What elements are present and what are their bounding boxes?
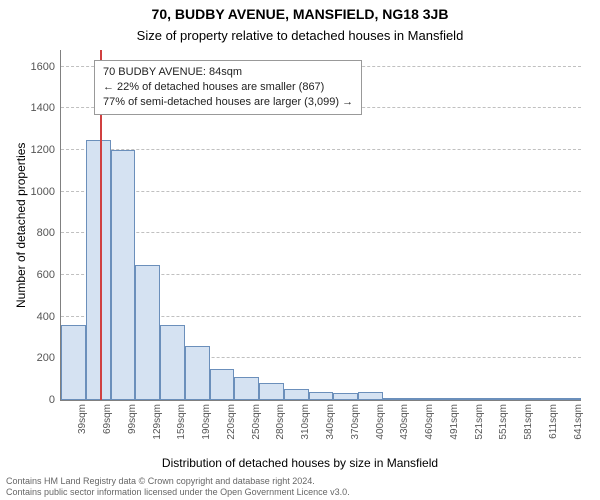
histogram-bar: [135, 265, 160, 400]
x-tick-label: 430sqm: [399, 404, 410, 440]
histogram-bar: [507, 398, 532, 400]
y-tick-label: 0: [49, 394, 55, 406]
histogram-bar: [234, 377, 259, 400]
histogram-bar: [408, 398, 433, 400]
x-tick-label: 491sqm: [449, 404, 460, 440]
gridline: [61, 191, 581, 192]
footer-line-1: Contains HM Land Registry data © Crown c…: [6, 476, 350, 487]
x-tick-label: 551sqm: [498, 404, 509, 440]
y-axis-label: Number of detached properties: [14, 142, 28, 307]
y-tick-label: 1200: [31, 144, 55, 156]
x-tick-label: 581sqm: [523, 404, 534, 440]
x-tick-label: 460sqm: [424, 404, 435, 440]
histogram-bar: [86, 140, 111, 400]
histogram-bar: [556, 398, 581, 400]
annotation-line-2: ← 22% of detached houses are smaller (86…: [103, 80, 353, 95]
x-tick-label: 190sqm: [201, 404, 212, 440]
histogram-bar: [482, 398, 507, 400]
x-tick-label: 159sqm: [176, 404, 187, 440]
histogram-bar: [210, 369, 235, 400]
y-tick-label: 1600: [31, 61, 55, 73]
chart-subtitle: Size of property relative to detached ho…: [0, 28, 600, 43]
annotation-box: 70 BUDBY AVENUE: 84sqm ← 22% of detached…: [94, 60, 362, 115]
y-tick-label: 1000: [31, 186, 55, 198]
histogram-bar: [383, 398, 408, 400]
x-tick-label: 39sqm: [77, 404, 88, 434]
x-tick-label: 69sqm: [102, 404, 113, 434]
gridline: [61, 232, 581, 233]
y-tick-label: 600: [37, 269, 55, 281]
histogram-bar: [358, 392, 383, 400]
footer-line-2: Contains public sector information licen…: [6, 487, 350, 498]
footer-attribution: Contains HM Land Registry data © Crown c…: [6, 476, 350, 499]
x-tick-label: 400sqm: [375, 404, 386, 440]
x-axis-label: Distribution of detached houses by size …: [0, 456, 600, 470]
x-tick-label: 340sqm: [325, 404, 336, 440]
histogram-bar: [309, 392, 334, 400]
x-tick-label: 99sqm: [127, 404, 138, 434]
x-tick-label: 280sqm: [275, 404, 286, 440]
histogram-bar: [259, 383, 284, 400]
chart-title-address: 70, BUDBY AVENUE, MANSFIELD, NG18 3JB: [0, 6, 600, 22]
x-tick-label: 310sqm: [300, 404, 311, 440]
y-tick-label: 1400: [31, 102, 55, 114]
histogram-bar: [185, 346, 210, 400]
annotation-line-3: 77% of semi-detached houses are larger (…: [103, 95, 353, 110]
histogram-bar: [61, 325, 86, 400]
histogram-bar: [432, 398, 457, 400]
histogram-bar: [160, 325, 185, 400]
x-tick-label: 641sqm: [573, 404, 584, 440]
chart-container: 70, BUDBY AVENUE, MANSFIELD, NG18 3JB Si…: [0, 0, 600, 500]
histogram-bar: [457, 398, 482, 400]
histogram-bar: [531, 398, 556, 400]
y-tick-label: 400: [37, 311, 55, 323]
annotation-line-1: 70 BUDBY AVENUE: 84sqm: [103, 65, 353, 80]
x-tick-label: 521sqm: [474, 404, 485, 440]
y-tick-label: 800: [37, 227, 55, 239]
histogram-bar: [333, 393, 358, 400]
histogram-bar: [284, 389, 309, 400]
histogram-bar: [111, 150, 136, 400]
y-tick-label: 200: [37, 352, 55, 364]
gridline: [61, 149, 581, 150]
x-tick-label: 611sqm: [548, 404, 559, 439]
x-tick-label: 370sqm: [350, 404, 361, 440]
x-tick-label: 220sqm: [226, 404, 237, 440]
x-tick-label: 250sqm: [251, 404, 262, 440]
x-tick-label: 129sqm: [152, 404, 163, 440]
